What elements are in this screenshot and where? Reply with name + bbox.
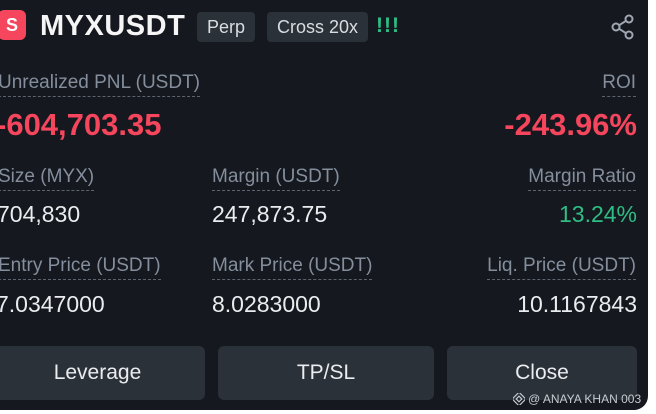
- leverage-button[interactable]: Leverage: [0, 346, 205, 400]
- signal-strength-indicator: !!!: [376, 14, 400, 37]
- entry-price-value: 7.0347000: [0, 291, 105, 317]
- mark-price-label[interactable]: Mark Price (USDT): [212, 253, 373, 280]
- share-icon[interactable]: [609, 13, 637, 41]
- size-label[interactable]: Size (MYX): [0, 164, 95, 191]
- watermark: @ ANAYA KHAN 003: [511, 391, 642, 407]
- close-position-button[interactable]: Close: [447, 346, 637, 400]
- margin-ratio-label[interactable]: Margin Ratio: [528, 164, 636, 191]
- size-value: 704,830: [0, 201, 81, 227]
- symbol-title[interactable]: MYXUSDT: [40, 10, 186, 42]
- unrealized-pnl-value: -604,703.35: [0, 107, 162, 142]
- margin-ratio-value: 13.24%: [558, 201, 637, 227]
- liq-price-label[interactable]: Liq. Price (USDT): [487, 253, 636, 280]
- position-card: S MYXUSDT Perp Cross 20x !!! Unrealized …: [0, 0, 648, 410]
- watermark-text: @ ANAYA KHAN 003: [528, 392, 642, 406]
- mark-price-value: 8.0283000: [212, 291, 321, 317]
- roi-label[interactable]: ROI: [602, 70, 636, 97]
- roi-value: -243.96%: [504, 107, 637, 142]
- short-side-badge: S: [0, 10, 26, 40]
- entry-price-label[interactable]: Entry Price (USDT): [0, 253, 161, 280]
- binance-logo-icon: [511, 391, 527, 407]
- unrealized-pnl-label[interactable]: Unrealized PNL (USDT): [0, 70, 201, 97]
- tpsl-button[interactable]: TP/SL: [218, 346, 434, 400]
- liq-price-value: 10.1167843: [517, 291, 637, 317]
- margin-mode-tag[interactable]: Cross 20x: [267, 12, 369, 42]
- contract-type-tag: Perp: [197, 12, 256, 42]
- margin-value: 247,873.75: [212, 201, 328, 227]
- margin-label[interactable]: Margin (USDT): [212, 164, 340, 191]
